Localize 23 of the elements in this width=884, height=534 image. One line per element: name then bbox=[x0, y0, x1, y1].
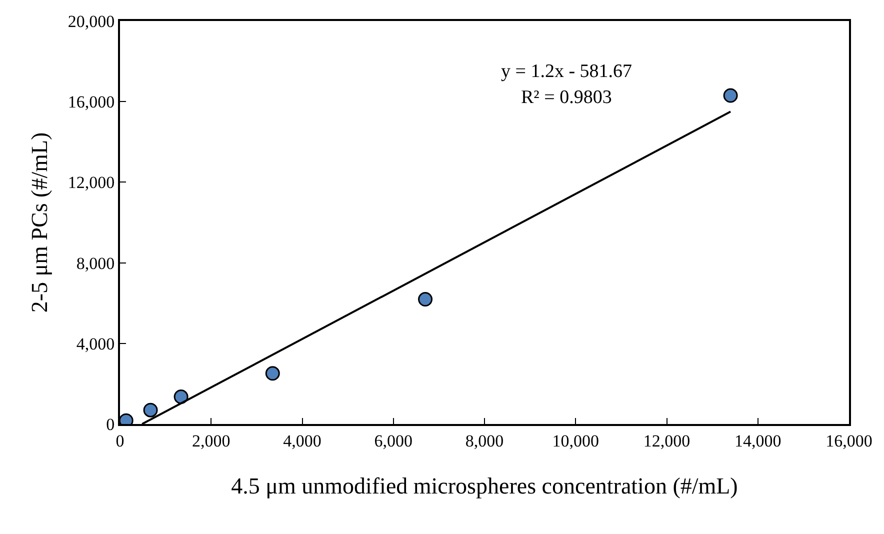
x-tick-label: 6,000 bbox=[374, 431, 413, 450]
y-tick-label: 4,000 bbox=[76, 334, 115, 354]
point bbox=[723, 88, 738, 103]
x-tick-label: 4,000 bbox=[283, 431, 322, 450]
x-tick-label: 2,000 bbox=[192, 431, 230, 450]
annotation: y = 1.2x - 581.67 bbox=[501, 61, 632, 82]
y-tick-label: 20,000 bbox=[68, 12, 115, 31]
y-tick-label: 8,000 bbox=[76, 254, 115, 273]
x-tick-label: 16,000 bbox=[826, 431, 872, 450]
y-tick-label: 0 bbox=[106, 414, 115, 434]
x-tick-label: 14,000 bbox=[734, 431, 782, 450]
point bbox=[174, 390, 188, 404]
annotation: R² = 0.9803 bbox=[521, 87, 612, 108]
point bbox=[418, 292, 433, 307]
x-tick-label: 8,000 bbox=[465, 431, 504, 450]
y-tick-label: 16,000 bbox=[68, 92, 115, 112]
point bbox=[143, 402, 158, 418]
x-axis-title: 4.5 μm unmodified microspheres concentration (#/mL) bbox=[231, 474, 738, 498]
point bbox=[265, 366, 280, 381]
y-axis-title: 2-5 μm PCs (#/mL) bbox=[26, 132, 52, 313]
x-tick-label: 12,000 bbox=[643, 431, 690, 450]
y-tick-label: 12,000 bbox=[68, 173, 115, 192]
x-tick-label: 10,000 bbox=[552, 431, 600, 450]
